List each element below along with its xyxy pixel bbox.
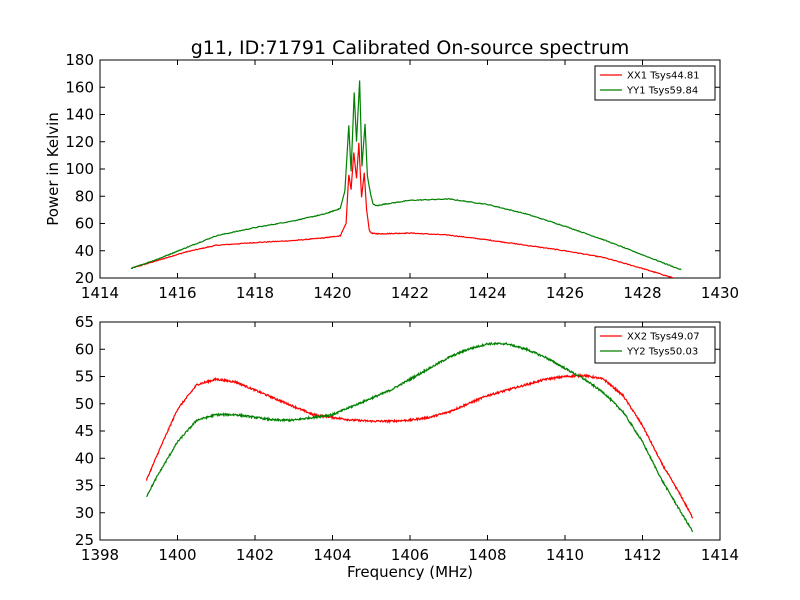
legend-label: YY1 Tsys59.84	[626, 86, 698, 97]
y-tick-label: 30	[75, 504, 94, 522]
top-panel: 1414 1416 1418 1420 1422 1424 1426 1428 1430 20 40…	[44, 51, 739, 302]
x-tick-label: 1424	[468, 284, 506, 302]
y-tick-label: 50	[75, 395, 94, 413]
x-tick-label: 1430	[701, 284, 739, 302]
y-tick-label: 60	[75, 215, 94, 233]
y-tick-label: 35	[75, 477, 94, 495]
y-tick-label: 80	[75, 187, 94, 205]
series-line-xx2-tsys49-07	[145, 372, 694, 519]
x-tick-label: 1398	[81, 546, 119, 564]
y-tick-label: 60	[75, 340, 94, 358]
x-tick-label: 1416	[158, 284, 196, 302]
legend: XX1 Tsys44.81 YY1 Tsys59.84	[594, 65, 716, 101]
y-tick-label: 65	[75, 313, 94, 331]
x-tick-label: 1400	[158, 546, 196, 564]
figure-title: g11, ID:71791 Calibrated On-source spect…	[191, 37, 630, 59]
y-tick-label: 140	[65, 106, 94, 124]
y-tick-label: 40	[75, 242, 94, 260]
series-line-xx1-tsys44-81	[130, 142, 674, 278]
x-tick-label: 1418	[236, 284, 274, 302]
y-tick-label: 160	[65, 78, 94, 96]
y-tick-label: 55	[75, 368, 94, 386]
x-tick-label: 1420	[313, 284, 351, 302]
x-tick-label: 1422	[391, 284, 429, 302]
y-tick-label: 45	[75, 422, 94, 440]
legend-box	[594, 326, 716, 364]
legend-label: XX1 Tsys44.81	[627, 71, 700, 82]
legend-label: YY2 Tsys50.03	[626, 347, 698, 358]
x-tick-label: 1414	[81, 284, 119, 302]
y-tick-label: 25	[75, 531, 94, 549]
x-tick-label: 1410	[546, 546, 584, 564]
x-tick-label: 1426	[546, 284, 584, 302]
x-axis-label: Frequency (MHz)	[347, 563, 473, 581]
x-tick-label: 1408	[468, 546, 506, 564]
x-tick-label: 1406	[391, 546, 429, 564]
series-line-yy1-tsys59-84	[130, 80, 682, 271]
x-tick-label: 1412	[623, 546, 661, 564]
x-tick-label: 1414	[701, 546, 739, 564]
y-tick-label: 120	[65, 133, 94, 151]
x-tick-label: 1402	[236, 546, 274, 564]
y-axis-label: Power in Kelvin	[44, 112, 62, 226]
y-tick-label: 100	[65, 160, 94, 178]
x-tick-label: 1404	[313, 546, 351, 564]
legend-box	[594, 65, 716, 101]
y-tick-label: 20	[75, 269, 94, 287]
bottom-panel: 1398 1400 1402 1404 1406 1408 1410 1412 1414 25 30…	[75, 313, 739, 581]
y-tick-label: 180	[65, 51, 94, 69]
x-tick-label: 1428	[623, 284, 661, 302]
y-tick-label: 40	[75, 449, 94, 467]
legend: XX2 Tsys49.07 YY2 Tsys50.03	[594, 326, 716, 364]
legend-label: XX2 Tsys49.07	[627, 332, 700, 343]
series-line-yy2-tsys50-03	[146, 341, 694, 533]
